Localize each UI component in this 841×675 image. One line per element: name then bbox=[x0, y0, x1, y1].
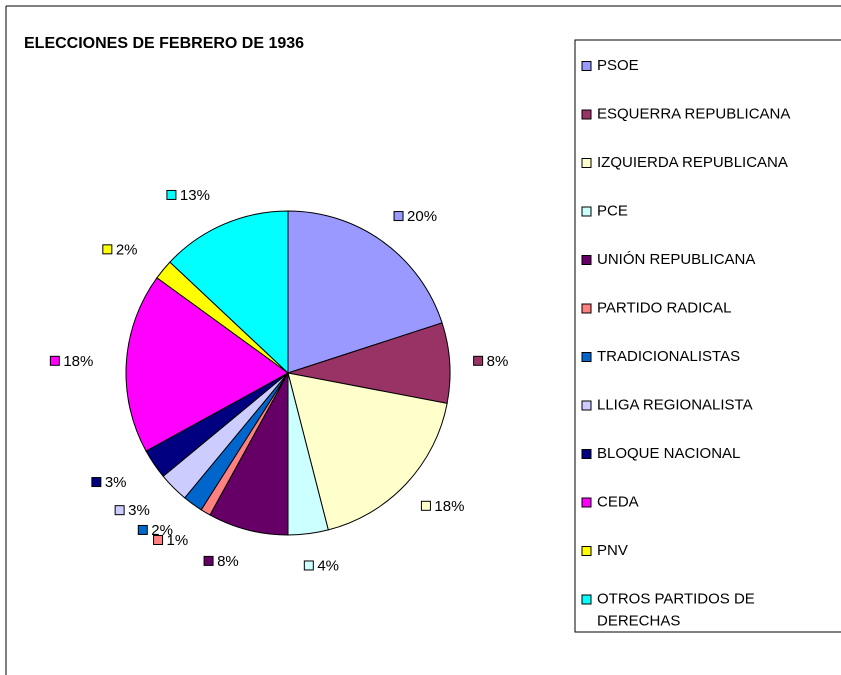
data-label: 18% bbox=[63, 353, 93, 370]
legend-swatch bbox=[581, 352, 592, 362]
data-label-swatch bbox=[114, 505, 125, 516]
legend-swatch bbox=[581, 158, 592, 168]
legend-label: OTROS PARTIDOS DE DERECHAS bbox=[597, 590, 755, 629]
data-label-swatch bbox=[137, 524, 148, 535]
legend-label: TRADICIONALISTAS bbox=[597, 348, 740, 365]
data-label: 2% bbox=[151, 522, 173, 539]
data-label-swatch bbox=[91, 477, 102, 488]
data-label-swatch bbox=[473, 355, 484, 366]
chart-title: ELECCIONES DE FEBRERO DE 1936 bbox=[24, 35, 304, 52]
data-label-swatch bbox=[303, 560, 314, 571]
legend-label: PSOE bbox=[597, 57, 639, 74]
data-label: 20% bbox=[407, 208, 437, 225]
legend-label: PNV bbox=[597, 542, 628, 559]
legend-swatch bbox=[581, 497, 592, 508]
legend-swatch bbox=[581, 546, 592, 556]
data-label-swatch bbox=[153, 534, 164, 545]
data-label-swatch bbox=[166, 189, 177, 200]
legend-label: ESQUERRA REPUBLICANA bbox=[597, 105, 790, 122]
legend-swatch bbox=[581, 109, 592, 120]
data-label-swatch bbox=[102, 244, 113, 255]
data-label-swatch bbox=[49, 355, 60, 366]
legend-swatch bbox=[581, 206, 592, 217]
pie-slice bbox=[287, 210, 443, 374]
data-label: 8% bbox=[487, 353, 509, 370]
data-label-swatch bbox=[420, 500, 431, 511]
data-label: 2% bbox=[116, 241, 138, 258]
data-label-swatch bbox=[203, 555, 214, 566]
data-label: 8% bbox=[217, 553, 239, 570]
legend-swatch bbox=[581, 61, 592, 71]
legend-label: PARTIDO RADICAL bbox=[597, 299, 731, 316]
data-label: 3% bbox=[128, 502, 150, 519]
data-label: 13% bbox=[180, 187, 210, 204]
legend-label: UNIÓN REPUBLICANA bbox=[597, 251, 755, 268]
legend-swatch bbox=[581, 303, 592, 314]
data-label: 18% bbox=[434, 498, 464, 515]
data-label: 4% bbox=[317, 557, 339, 574]
data-label: 3% bbox=[105, 474, 127, 491]
legend-label: LLIGA REGIONALISTA bbox=[597, 396, 753, 413]
legend-swatch bbox=[581, 449, 592, 459]
pie-slice bbox=[125, 277, 289, 452]
legend-label: PCE bbox=[597, 202, 628, 219]
legend-box bbox=[574, 39, 841, 633]
data-label: 1% bbox=[167, 532, 189, 549]
legend-swatch bbox=[581, 400, 592, 411]
legend-swatch bbox=[581, 594, 592, 605]
legend-swatch bbox=[581, 255, 592, 265]
pie-slice bbox=[287, 372, 448, 531]
pie-slice bbox=[169, 210, 289, 375]
data-label-swatch bbox=[393, 211, 404, 222]
legend-label: CEDA bbox=[597, 493, 639, 510]
legend-label: BLOQUE NACIONAL bbox=[597, 445, 740, 462]
legend-label: IZQUIERDA REPUBLICANA bbox=[597, 154, 788, 171]
